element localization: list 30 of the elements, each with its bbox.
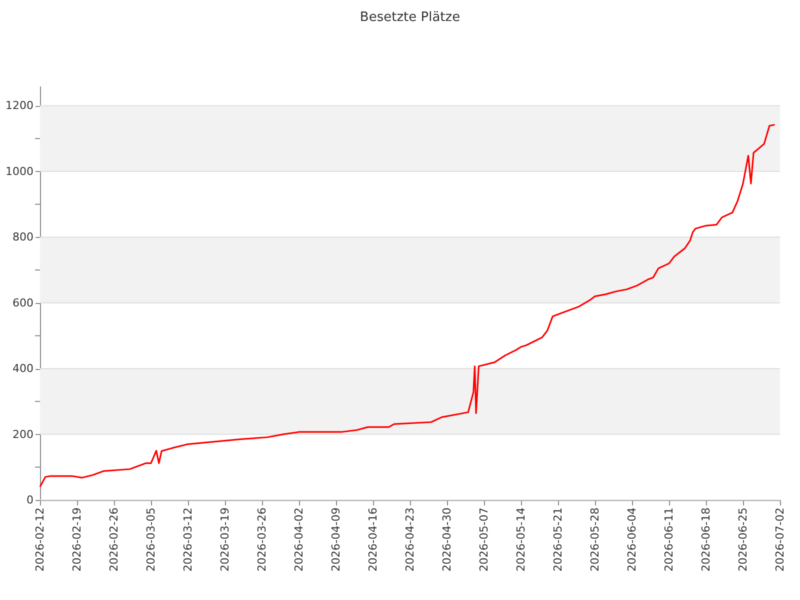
x-tick-label: 2026-06-25 <box>736 508 750 572</box>
y-tick-label: 200 <box>12 428 34 441</box>
x-tick-label: 2026-04-16 <box>366 508 380 572</box>
line-series <box>39 124 776 488</box>
x-tick-label: 2026-07-02 <box>774 508 786 572</box>
x-tick-label: 2026-02-12 <box>34 508 46 572</box>
y-tick-label: 1000 <box>6 164 34 178</box>
y-tick-label: 400 <box>12 362 34 376</box>
y-tick-label: 600 <box>12 296 34 310</box>
chart-title: Besetzte Plätze <box>360 10 460 25</box>
y-tick-label: 800 <box>12 230 34 244</box>
x-tick-label: 2026-03-26 <box>256 508 268 572</box>
x-tick-label: 2026-05-21 <box>552 508 564 572</box>
x-tick-label: 2026-06-11 <box>662 508 676 572</box>
x-tick-label: 2026-04-02 <box>292 508 306 572</box>
x-tick-label: 2026-04-30 <box>440 508 454 572</box>
x-tick-label: 2026-03-12 <box>182 508 194 572</box>
x-tick-label: 2026-05-07 <box>478 508 490 572</box>
x-tick-label: 2026-04-23 <box>404 508 416 572</box>
x-tick-label: 2026-06-04 <box>626 508 638 572</box>
x-tick-label: 2026-03-05 <box>144 508 158 572</box>
x-tick-label: 2026-05-28 <box>588 508 602 572</box>
x-tick-label: 2026-04-09 <box>330 508 342 572</box>
x-tick-label: 2026-05-14 <box>514 508 528 572</box>
x-tick-label: 2026-02-26 <box>108 508 120 572</box>
x-tick-label: 2026-02-19 <box>70 508 84 572</box>
x-tick-label: 2026-06-18 <box>700 508 712 572</box>
y-tick-label: 1200 <box>6 99 34 112</box>
y-tick-label: 0 <box>26 494 34 506</box>
x-tick-label: 2026-03-19 <box>218 508 232 572</box>
